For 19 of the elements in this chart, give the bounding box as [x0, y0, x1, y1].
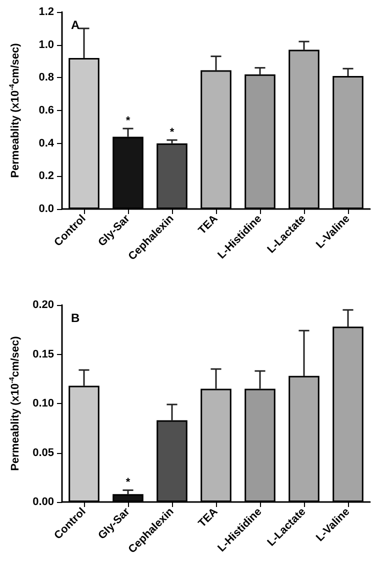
y-tick-label: 0.20: [32, 299, 54, 311]
annotation: *: [126, 115, 131, 128]
y-tick-label: 0.00: [32, 496, 54, 508]
y-tick-label: 1.2: [38, 6, 54, 18]
y-tick-label: 1.0: [38, 38, 54, 51]
annotation: *: [126, 476, 131, 489]
y-tick-label: 0.15: [32, 348, 54, 360]
y-tick-label: 0.8: [38, 72, 54, 84]
text: A: [71, 18, 80, 32]
x-tick-label: TEA: [196, 212, 220, 237]
annotation: *: [170, 126, 175, 139]
y-tick-label: 0.4: [38, 137, 55, 150]
y-tick-label: 0.10: [32, 398, 54, 410]
x-tick-label: TEA: [196, 506, 220, 530]
y-tick-label: 0.05: [32, 446, 54, 459]
text: B: [71, 311, 80, 325]
y-tick-label: 0.6: [38, 104, 54, 116]
y-tick-label: 0.2: [38, 170, 54, 182]
y-tick-label: 0.0: [38, 203, 54, 215]
